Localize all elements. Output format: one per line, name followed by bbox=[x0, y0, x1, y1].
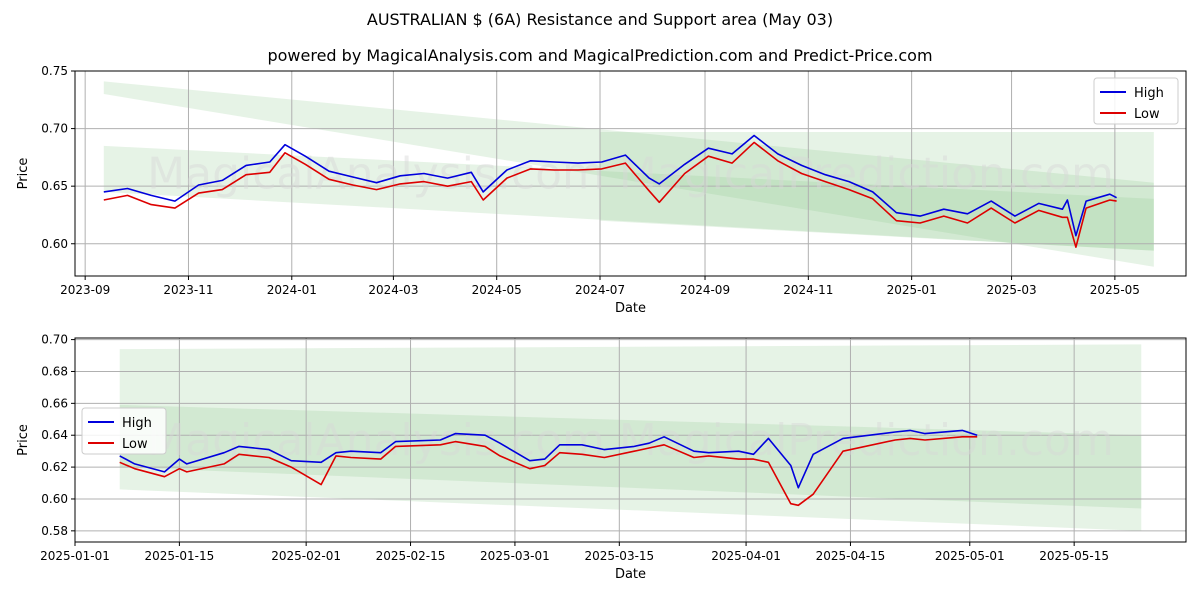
legend-label-low: Low bbox=[122, 437, 148, 452]
y-axis-label: Price bbox=[16, 424, 31, 456]
x-tick-label: 2025-05-01 bbox=[935, 549, 1005, 563]
plot-1: 2023-09 2023-11 2024-01 2024-03 2024-05 2024-… bbox=[16, 64, 1187, 316]
watermark: MagicalAnalysis.com MagicalPrediction.co… bbox=[147, 415, 1114, 466]
band-1 bbox=[103, 81, 1154, 267]
x-tick-label: 2025-01 bbox=[887, 283, 937, 297]
series-line-high bbox=[119, 429, 978, 489]
x-tick-label: 2023-11 bbox=[163, 283, 213, 297]
x-tick-label: 2025-05-15 bbox=[1039, 549, 1109, 563]
x-tick-label: 2024-01 bbox=[267, 283, 317, 297]
y-tick-label: 0.65 bbox=[41, 179, 68, 193]
grid: 2025-01-01 2025-01-15 2025-02-01 2025-02-15… bbox=[40, 333, 1186, 563]
grid: 2023-09 2023-11 2024-01 2024-03 2024-05 2024-… bbox=[41, 64, 1186, 297]
x-tick-label: 2025-04-15 bbox=[816, 549, 886, 563]
y-tick-label: 0.62 bbox=[41, 460, 68, 474]
plot-2: 2025-01-01 2025-01-15 2025-02-01 2025-02-15… bbox=[16, 333, 1187, 582]
y-tick-label: 0.70 bbox=[41, 333, 68, 347]
x-tick-label: 2025-04-01 bbox=[711, 549, 781, 563]
x-axis-label: Date bbox=[615, 301, 646, 316]
x-tick-label: 2024-09 bbox=[680, 283, 730, 297]
x-tick-label: 2025-03 bbox=[986, 283, 1036, 297]
x-tick-label: 2024-11 bbox=[783, 283, 833, 297]
legend-label-low: Low bbox=[1134, 107, 1160, 122]
y-tick-label: 0.60 bbox=[41, 237, 68, 251]
band-3 bbox=[600, 132, 1154, 251]
y-tick-label: 0.58 bbox=[41, 524, 68, 538]
chart-title: AUSTRALIAN $ (6A) Resistance and Support… bbox=[366, 10, 834, 29]
y-tick-label: 0.70 bbox=[41, 122, 68, 136]
band-2 bbox=[103, 145, 1154, 251]
y-tick-label: 0.68 bbox=[41, 364, 68, 378]
chart-subtitle: powered by MagicalAnalysis.com and Magic… bbox=[267, 46, 933, 65]
series-line-low bbox=[119, 436, 978, 507]
x-tick-label: 2023-09 bbox=[60, 283, 110, 297]
series-line-low bbox=[103, 141, 1117, 248]
y-axis-label: Price bbox=[16, 158, 31, 190]
legend-label-high: High bbox=[122, 416, 152, 431]
y-tick-label: 0.75 bbox=[41, 64, 68, 78]
series-line-high bbox=[103, 134, 1117, 237]
axes-frame bbox=[74, 337, 1187, 543]
x-tick-label: 2024-07 bbox=[575, 283, 625, 297]
x-tick-label: 2025-03-15 bbox=[584, 549, 654, 563]
x-tick-label: 2025-02-15 bbox=[376, 549, 446, 563]
y-tick-label: 0.60 bbox=[41, 492, 68, 506]
watermark: MagicalAnalysis.com MagicalPrediction.co… bbox=[147, 149, 1114, 200]
legend: High Low bbox=[1093, 77, 1179, 125]
x-tick-label: 2024-03 bbox=[368, 283, 418, 297]
x-tick-label: 2025-01-15 bbox=[145, 549, 215, 563]
x-axis-label: Date bbox=[615, 567, 646, 582]
x-tick-label: 2025-05 bbox=[1090, 283, 1140, 297]
legend-label-high: High bbox=[1134, 86, 1164, 101]
axes-frame bbox=[74, 70, 1187, 277]
y-tick-label: 0.66 bbox=[41, 396, 68, 410]
band-2 bbox=[119, 404, 1142, 509]
band-1 bbox=[119, 344, 1142, 531]
x-tick-label: 2025-02-01 bbox=[271, 549, 341, 563]
x-tick-label: 2025-03-01 bbox=[480, 549, 550, 563]
x-tick-label: 2025-01-01 bbox=[40, 549, 110, 563]
x-tick-label: 2024-05 bbox=[472, 283, 522, 297]
legend: High Low bbox=[81, 407, 167, 455]
y-tick-label: 0.64 bbox=[41, 428, 68, 442]
